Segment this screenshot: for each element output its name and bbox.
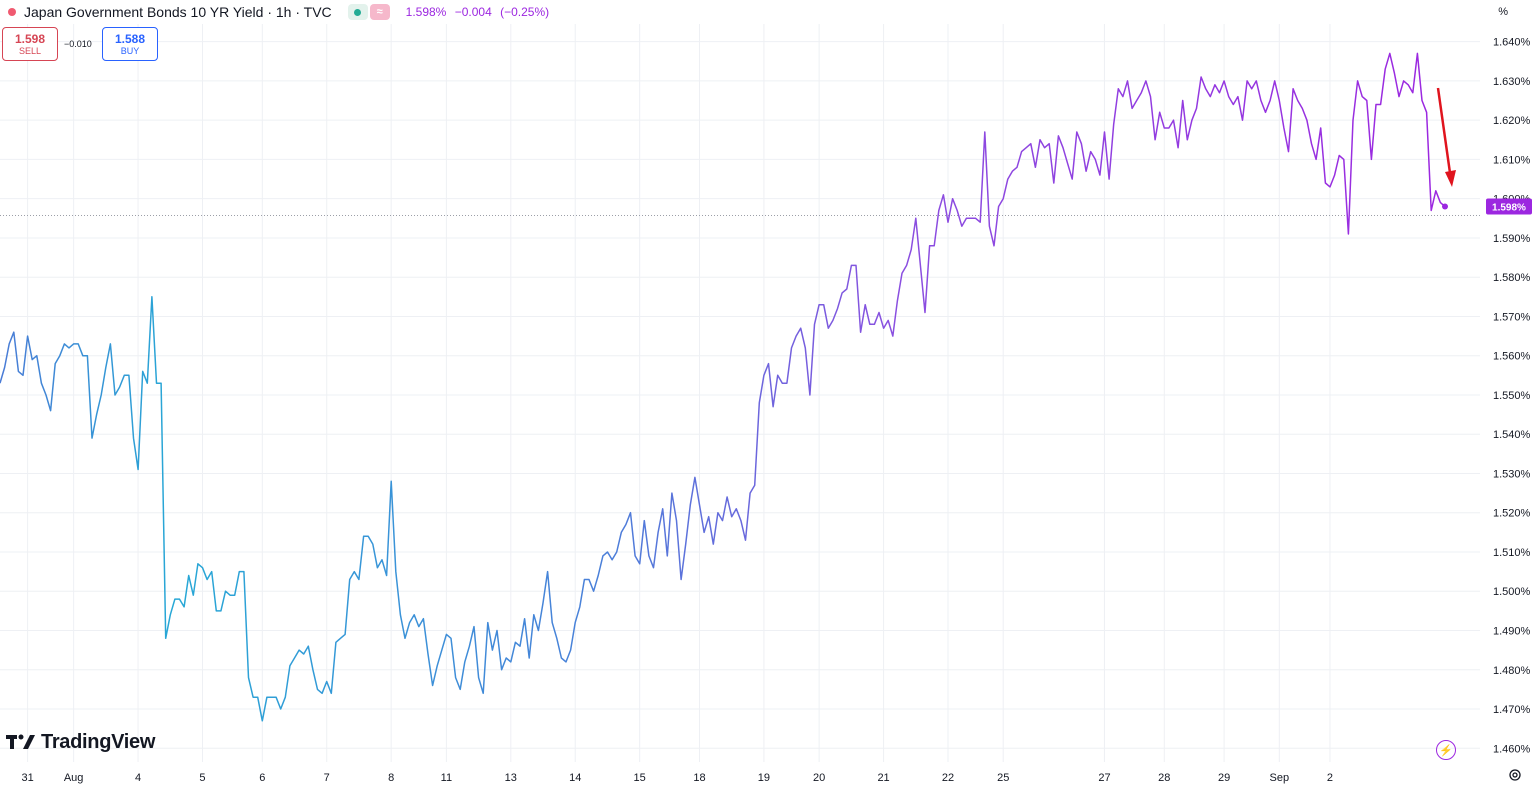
x-tick-label: 6 xyxy=(259,772,265,784)
y-tick-label: 1.580% xyxy=(1493,272,1531,284)
y-tick-label: 1.630% xyxy=(1493,76,1531,88)
spread-value: −0.010 xyxy=(64,39,92,49)
y-tick-label: 1.640% xyxy=(1493,37,1531,49)
x-tick-label: 8 xyxy=(388,772,394,784)
x-tick-label: 18 xyxy=(693,772,705,784)
y-tick-label: 1.500% xyxy=(1493,586,1531,598)
y-tick-label: 1.520% xyxy=(1493,508,1531,520)
chart-grid xyxy=(0,24,1480,762)
y-tick-label: 1.530% xyxy=(1493,468,1531,480)
x-axis: 31 Aug 4 5 6 7 8 11 13 14 15 18 19 20 21 22 25 27 28 29 Sep 2 xyxy=(21,772,1333,784)
x-tick-label: 25 xyxy=(997,772,1009,784)
x-tick-label: 4 xyxy=(135,772,141,784)
axis-unit-label[interactable]: % xyxy=(1498,6,1508,18)
x-tick-label: 29 xyxy=(1218,772,1230,784)
x-tick-label: Aug xyxy=(64,772,84,784)
symbol-title[interactable]: Japan Government Bonds 10 YR Yield · 1h … xyxy=(24,4,332,20)
price-change-percent: (−0.25%) xyxy=(500,5,550,19)
x-tick-label: Sep xyxy=(1270,772,1290,784)
x-tick-label: 2 xyxy=(1327,772,1333,784)
chart-header: Japan Government Bonds 10 YR Yield · 1h … xyxy=(0,0,1536,24)
x-tick-label: 14 xyxy=(569,772,581,784)
x-tick-label: 28 xyxy=(1158,772,1170,784)
last-price: 1.598% xyxy=(405,5,447,19)
tradingview-logo-icon xyxy=(6,734,35,749)
last-price-dot xyxy=(1442,203,1448,210)
brand-name: TradingView xyxy=(41,731,156,753)
y-tick-label: 1.590% xyxy=(1493,233,1531,245)
x-tick-label: 21 xyxy=(877,772,889,784)
x-tick-label: 11 xyxy=(441,772,452,784)
last-price-tag: 1.598% xyxy=(1486,198,1532,215)
x-tick-label: 15 xyxy=(634,772,646,784)
y-tick-label: 1.570% xyxy=(1493,311,1531,323)
y-tick-label: 1.550% xyxy=(1493,390,1531,402)
x-tick-label: 19 xyxy=(758,772,770,784)
x-tick-label: 27 xyxy=(1098,772,1110,784)
quote-summary: 1.598% −0.004 (−0.25%) xyxy=(406,5,554,19)
y-tick-label: 1.460% xyxy=(1493,743,1531,755)
y-axis: 1.460% 1.470% 1.480% 1.490% 1.500% 1.510% 1.52… xyxy=(1493,37,1531,756)
market-open-icon[interactable] xyxy=(347,4,368,20)
y-tick-label: 1.560% xyxy=(1493,351,1531,363)
x-tick-label: 31 xyxy=(21,772,33,784)
settings-gear-icon[interactable] xyxy=(1508,768,1522,782)
x-tick-label: 22 xyxy=(942,772,954,784)
yield-line xyxy=(0,52,1446,722)
delayed-data-icon[interactable]: ≈ xyxy=(369,4,390,20)
svg-text:1.598%: 1.598% xyxy=(1492,203,1526,214)
y-tick-label: 1.610% xyxy=(1493,154,1531,166)
sell-label: SELL xyxy=(18,45,42,56)
market-status-dot xyxy=(8,8,16,16)
y-tick-label: 1.470% xyxy=(1493,704,1531,716)
tradingview-logo[interactable]: TradingView xyxy=(6,731,155,754)
x-tick-label: 13 xyxy=(505,772,517,784)
x-tick-label: 20 xyxy=(813,772,825,784)
y-tick-label: 1.620% xyxy=(1493,115,1531,127)
sell-price: 1.598 xyxy=(14,31,46,46)
x-tick-label: 7 xyxy=(324,772,330,784)
y-tick-label: 1.480% xyxy=(1493,665,1531,677)
annotation-red-arrow[interactable] xyxy=(1436,87,1456,187)
x-tick-label: 5 xyxy=(199,772,205,784)
y-tick-label: 1.540% xyxy=(1493,429,1531,441)
sell-button[interactable]: 1.598 SELL xyxy=(2,27,58,61)
buy-price: 1.588 xyxy=(114,31,146,46)
y-tick-label: 1.510% xyxy=(1493,547,1531,559)
lightning-icon[interactable]: ⚡ xyxy=(1436,740,1456,760)
buy-label: BUY xyxy=(120,45,140,56)
price-change: −0.004 xyxy=(454,5,492,19)
y-tick-label: 1.490% xyxy=(1493,625,1531,637)
buy-button[interactable]: 1.588 BUY xyxy=(102,27,158,61)
